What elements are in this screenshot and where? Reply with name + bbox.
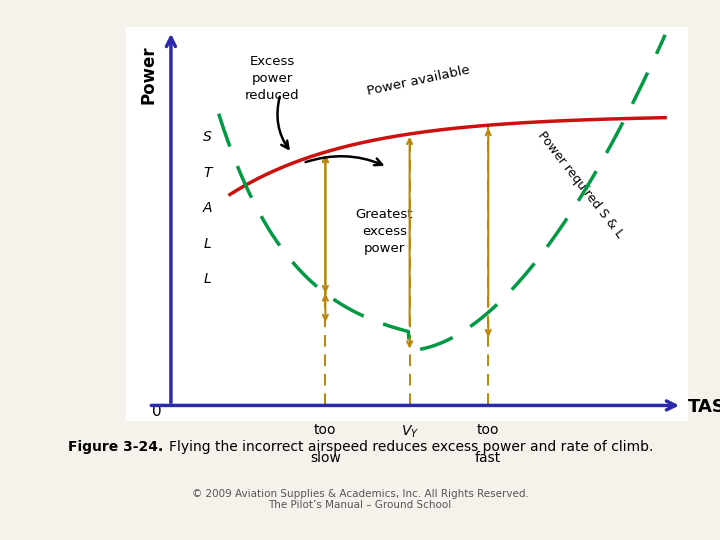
Text: Flying the incorrect airspeed reduces excess power and rate of climb.: Flying the incorrect airspeed reduces ex… [169,440,654,454]
Text: Power available: Power available [366,64,471,98]
Text: © 2009 Aviation Supplies & Academics, Inc. All Rights Reserved.
The Pilot’s Manu: © 2009 Aviation Supplies & Academics, In… [192,489,528,510]
Text: Greatest
excess
power: Greatest excess power [356,208,413,255]
Text: TAS: TAS [688,399,720,416]
Text: 0: 0 [152,404,162,419]
Text: L: L [204,272,211,286]
Text: S: S [203,130,212,144]
Text: too: too [314,423,337,437]
Text: T: T [203,166,212,180]
Text: Power: Power [140,45,158,104]
Text: slow: slow [310,451,341,465]
Text: L: L [204,237,211,251]
Text: Power required S & L: Power required S & L [536,129,626,240]
Text: $V_Y$: $V_Y$ [400,423,418,440]
Text: A: A [203,201,212,215]
Text: Figure 3-24.: Figure 3-24. [68,440,163,454]
Text: Excess
power
reduced: Excess power reduced [245,55,300,102]
Text: too: too [477,423,500,437]
Text: fast: fast [475,451,501,465]
